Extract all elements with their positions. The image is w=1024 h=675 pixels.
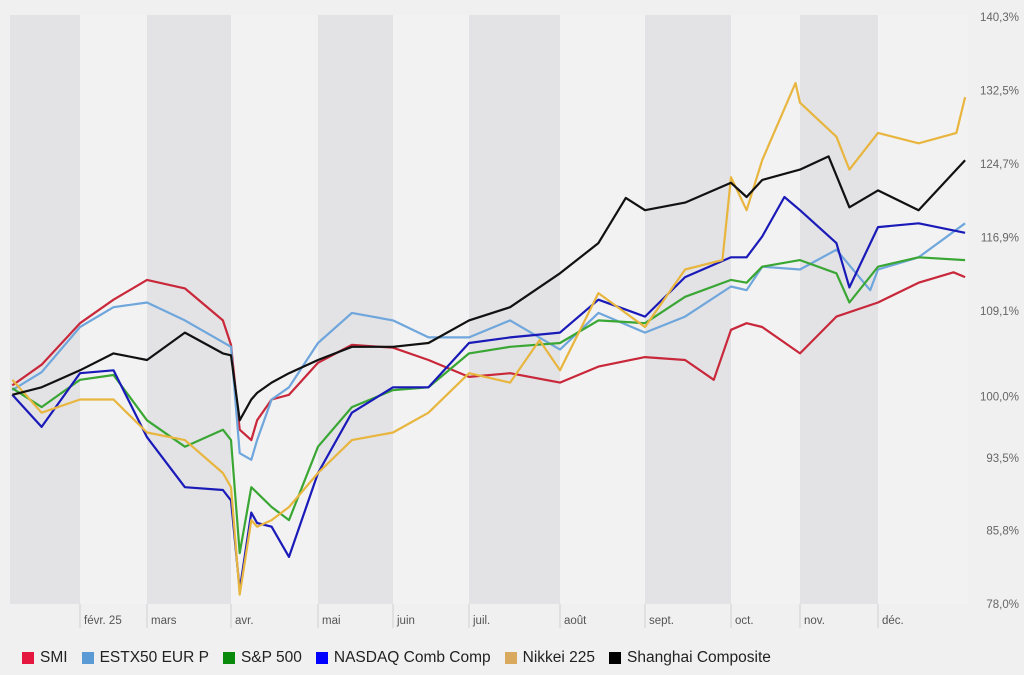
series-line-smi [11,271,966,442]
legend-swatch [222,652,235,664]
legend-swatch [22,652,34,664]
x-tick-label: déc. [882,615,904,627]
x-tick-label: nov. [804,615,825,627]
series-lines [11,81,967,596]
x-tick-label: sept. [649,615,674,627]
legend-item[interactable]: SMI [22,649,68,667]
y-tick-label: 93,5% [986,453,1019,465]
series-line-nasdaq-comb-comp [11,195,966,591]
y-tick-label: 100,0% [980,392,1019,404]
legend-swatch [315,652,328,664]
x-tick-label: avr. [235,615,254,627]
shaded-band [800,15,878,604]
y-tick-label: 78,0% [986,599,1019,611]
legend-item[interactable]: Nikkei 225 [504,649,596,667]
legend-item[interactable]: S&P 500 [222,649,302,667]
legend: SMI ESTX50 EUR P S&P 500 NASDAQ Comb Comp Ni… [22,649,785,667]
legend-swatch [504,652,517,664]
x-tick-label: mars [151,615,177,627]
shaded-band [469,15,560,604]
y-tick-label: 109,1% [980,306,1019,318]
y-tick-label: 85,8% [986,526,1019,538]
shaded-band [10,15,80,604]
x-tick-label: juil. [472,615,490,627]
legend-swatch [81,652,94,664]
legend-label: NASDAQ Comb Comp [333,649,491,666]
x-tick-label: mai [322,615,341,627]
x-tick-label: févr. 25 [84,615,122,627]
legend-swatch [609,652,622,664]
y-tick-label: 124,7% [980,159,1019,171]
y-tick-label: 116,9% [981,232,1019,244]
shaded-band [318,15,393,604]
legend-label: ESTX50 EUR P [99,649,209,666]
legend-label: S&P 500 [240,649,302,666]
legend-item[interactable]: Shanghai Composite [609,649,771,667]
month-bands [10,15,968,604]
x-tick-label: oct. [735,615,754,627]
legend-item[interactable]: ESTX50 EUR P [81,649,209,667]
series-line-s-p-500 [11,256,966,555]
y-tick-label: 132,5% [980,85,1019,97]
series-line-estx50-eur-p [11,222,966,461]
legend-label: SMI [40,649,68,666]
x-tick-label: août [564,615,587,627]
legend-label: Shanghai Composite [627,649,771,666]
series-line-shanghai-composite [12,155,966,422]
x-tick-label: juin [396,615,415,627]
series-line-nikkei-225 [11,81,967,596]
shaded-band [645,15,731,604]
y-axis: 140,3% 132,5% 124,7% 116,9% 109,1% 100,0% 93,5… [980,12,1019,611]
x-axis: févr. 25 mars avr. mai juin juil. août sept. oct… [79,604,904,628]
legend-label: Nikkei 225 [522,649,596,666]
y-tick-label: 140,3% [980,12,1019,24]
legend-item[interactable]: NASDAQ Comb Comp [315,649,491,667]
